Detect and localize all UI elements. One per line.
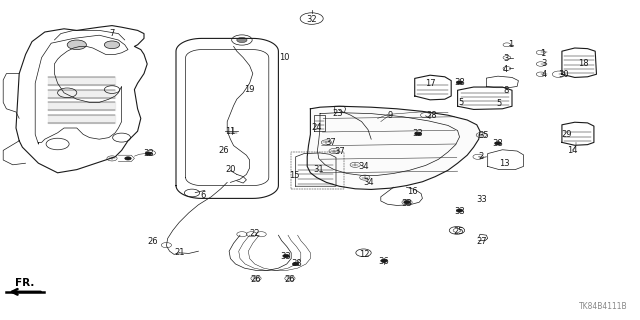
Text: 4: 4: [503, 65, 508, 74]
Text: 5: 5: [497, 99, 502, 108]
Circle shape: [456, 209, 463, 212]
Circle shape: [381, 259, 387, 262]
Text: TK84B4111B: TK84B4111B: [579, 302, 627, 311]
Circle shape: [237, 37, 247, 43]
Circle shape: [104, 41, 120, 49]
Text: 13: 13: [499, 159, 509, 168]
Text: 26: 26: [251, 275, 261, 284]
Text: 21: 21: [174, 248, 184, 257]
Text: 33: 33: [476, 195, 486, 204]
Text: 25: 25: [453, 227, 463, 236]
Text: 29: 29: [562, 130, 572, 139]
Circle shape: [145, 152, 152, 155]
Circle shape: [125, 157, 131, 160]
Text: FR.: FR.: [15, 278, 34, 288]
Text: 23: 23: [332, 109, 342, 118]
Circle shape: [456, 81, 463, 84]
Circle shape: [292, 262, 299, 266]
Text: 15: 15: [289, 172, 300, 180]
Text: 7: 7: [109, 29, 115, 38]
Text: 4: 4: [541, 70, 547, 79]
Text: 28: 28: [427, 111, 437, 120]
Circle shape: [495, 142, 501, 145]
Text: 11: 11: [225, 127, 236, 136]
Text: 1: 1: [508, 40, 513, 49]
Text: 27: 27: [476, 237, 486, 246]
Text: 22: 22: [250, 229, 260, 238]
Circle shape: [404, 201, 410, 204]
Text: 26: 26: [285, 275, 295, 284]
Text: 12: 12: [360, 250, 370, 259]
Circle shape: [67, 40, 86, 50]
Text: 30: 30: [558, 70, 568, 79]
Text: 1: 1: [540, 49, 545, 58]
Text: 14: 14: [567, 146, 577, 155]
Text: 33: 33: [143, 149, 154, 158]
Text: 34: 34: [364, 178, 374, 187]
Text: 33: 33: [413, 129, 423, 138]
Text: 19: 19: [244, 85, 255, 94]
Text: 37: 37: [334, 147, 344, 156]
Text: 33: 33: [454, 207, 465, 216]
Text: 38: 38: [454, 78, 465, 87]
Text: 36: 36: [379, 257, 389, 266]
Polygon shape: [307, 106, 480, 189]
Bar: [291, 152, 344, 189]
Text: 38: 38: [493, 140, 503, 148]
Text: 26: 26: [147, 237, 157, 246]
Text: 8: 8: [503, 86, 508, 95]
Text: 17: 17: [425, 79, 435, 88]
Text: 3: 3: [503, 54, 508, 63]
Text: 38: 38: [292, 260, 302, 268]
Text: 2: 2: [479, 152, 484, 161]
Circle shape: [415, 132, 421, 135]
Text: 24: 24: [312, 124, 322, 132]
Text: 5: 5: [458, 98, 463, 107]
Text: 33: 33: [281, 252, 291, 261]
Text: 6: 6: [201, 191, 206, 200]
Text: 18: 18: [579, 60, 589, 68]
Text: 9: 9: [388, 111, 393, 120]
Text: 31: 31: [314, 165, 324, 174]
Text: 34: 34: [358, 162, 369, 171]
Text: 20: 20: [225, 165, 236, 174]
Text: 10: 10: [280, 53, 290, 62]
Text: 16: 16: [408, 188, 418, 196]
Text: 3: 3: [541, 60, 547, 68]
Text: 35: 35: [479, 132, 489, 140]
Text: 26: 26: [219, 146, 229, 155]
Text: 37: 37: [325, 138, 335, 147]
Circle shape: [283, 254, 289, 258]
Text: 33: 33: [402, 199, 412, 208]
Text: 32: 32: [307, 15, 317, 24]
